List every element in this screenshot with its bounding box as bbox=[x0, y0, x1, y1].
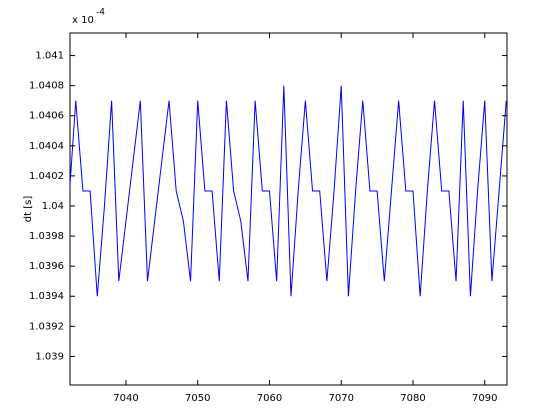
y-tick-label: 1.0404 bbox=[29, 141, 64, 152]
y-axis-label: dt [s] bbox=[23, 196, 34, 223]
x-tick-label: 7050 bbox=[185, 393, 210, 404]
y-tick-label: 1.0394 bbox=[29, 291, 64, 302]
plot-area bbox=[70, 85, 507, 297]
x-tick-label: 7060 bbox=[257, 393, 282, 404]
y-tick-label: 1.0392 bbox=[29, 321, 64, 332]
x-tick-label: 7080 bbox=[400, 393, 425, 404]
data-line bbox=[70, 85, 507, 297]
y-tick-label: 1.0402 bbox=[29, 171, 64, 182]
y-tick-label: 1.0408 bbox=[29, 81, 64, 92]
x-tick-label: 7090 bbox=[472, 393, 497, 404]
y-tick-label: 1.0398 bbox=[29, 231, 64, 242]
y-tick-label: 1.039 bbox=[35, 351, 64, 362]
x-tick-label: 7070 bbox=[329, 393, 354, 404]
x-tick-label: 7040 bbox=[113, 393, 138, 404]
y-multiplier-exponent: -4 bbox=[96, 8, 105, 18]
y-tick-label: 1.041 bbox=[35, 51, 64, 62]
y-multiplier: x 10 bbox=[72, 15, 94, 26]
y-tick-label: 1.04 bbox=[42, 201, 64, 212]
y-tick-label: 1.0396 bbox=[29, 261, 64, 272]
y-tick-label: 1.0406 bbox=[29, 111, 64, 122]
